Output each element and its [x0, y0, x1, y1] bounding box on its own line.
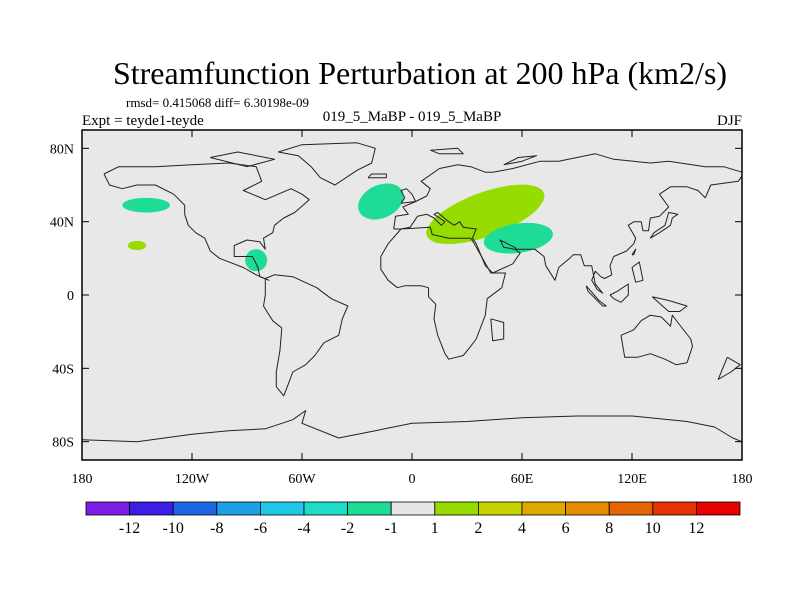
- coastline-12: [651, 296, 688, 312]
- season-label: DJF: [717, 113, 742, 129]
- coastline-3: [393, 153, 743, 294]
- coastline-0: [103, 162, 310, 281]
- colorbar-swatch: [477, 501, 523, 516]
- colorbar-swatch: [652, 501, 697, 516]
- colorbar: -12 -10 -8 -6 -4 -2 -1 1 2 4 6 8 10 12: [85, 501, 741, 537]
- colorbar-label: -8: [210, 520, 223, 537]
- x-tick-label: 180: [72, 472, 93, 487]
- colorbar-swatch: [303, 501, 348, 516]
- colorbar-swatch: [347, 501, 392, 516]
- anomaly-contour-2: [245, 249, 268, 272]
- coastline-9: [649, 212, 679, 239]
- colorbar-label: 4: [518, 520, 526, 537]
- coastline-14: [717, 356, 741, 380]
- chart-title: Streamfunction Perturbation at 200 hPa (…: [113, 55, 727, 91]
- coastline-4: [380, 226, 506, 360]
- coastline-17: [503, 155, 538, 166]
- anomaly-contour-1: [127, 240, 147, 251]
- coastline-16: [430, 147, 464, 155]
- colorbar-label: -6: [254, 520, 267, 537]
- colorbar-swatch: [390, 501, 436, 516]
- case-label: 019_5_MaBP - 019_5_MaBP: [323, 109, 502, 125]
- colorbar-label: -12: [119, 520, 140, 537]
- coastline-11: [609, 283, 629, 303]
- coastline-18: [631, 248, 637, 256]
- coastline-8: [367, 173, 387, 179]
- colorbar-label: 12: [688, 520, 704, 537]
- colorbar-swatch: [565, 501, 610, 516]
- anomaly-contour-5: [483, 222, 553, 254]
- coastline-10: [585, 285, 607, 307]
- colorbar-swatch: [696, 501, 741, 516]
- coastline-5: [620, 314, 693, 366]
- x-tick-label: 180: [732, 472, 753, 487]
- coastline-6: [81, 410, 743, 443]
- colorbar-swatch: [434, 501, 479, 516]
- colorbar-swatch: [259, 501, 305, 516]
- y-tick-label: 0: [67, 289, 74, 304]
- y-tick-label: 40N: [50, 216, 74, 231]
- colorbar-label: -10: [163, 520, 184, 537]
- colorbar-swatch: [521, 501, 566, 516]
- y-tick-label: 40S: [52, 362, 74, 377]
- colorbar-label: 1: [431, 520, 439, 537]
- colorbar-label: 2: [474, 520, 482, 537]
- x-tick-label: 120E: [617, 472, 647, 487]
- coastline-1: [263, 274, 349, 397]
- colorbar-swatch: [85, 501, 130, 516]
- colorbar-label: -2: [341, 520, 354, 537]
- x-tick-label: 60E: [511, 472, 534, 487]
- coastline-13: [490, 318, 505, 342]
- y-tick-label: 80N: [50, 142, 74, 157]
- x-tick-label: 0: [409, 472, 416, 487]
- coastline-7: [400, 188, 417, 204]
- ocean-background: [82, 130, 742, 460]
- colorbar-label: 6: [562, 520, 570, 537]
- x-tick-label: 120W: [175, 472, 210, 487]
- y-tick-label: 80S: [52, 436, 74, 451]
- expt-label: Expt = teyde1-teyde: [82, 113, 204, 129]
- colorbar-label: -4: [297, 520, 310, 537]
- colorbar-swatch: [216, 501, 261, 516]
- anomaly-contour-0: [122, 197, 170, 213]
- anomaly-contour-4: [426, 184, 545, 245]
- colorbar-label: 10: [645, 520, 661, 537]
- map-plot: 180 120W 60W 0 60E 120E 180 80N 40N 0 40S 80S: [50, 129, 753, 487]
- coastline-2: [278, 142, 376, 186]
- x-tick-label: 60W: [288, 472, 316, 487]
- anomaly-contour-3: [358, 183, 404, 220]
- colorbar-label: -1: [385, 520, 398, 537]
- colorbar-swatch: [129, 501, 174, 516]
- stats-line: rmsd= 0.415068 diff= 6.30198e-09: [126, 95, 309, 110]
- colorbar-label: 8: [605, 520, 613, 537]
- coastline-15: [210, 151, 275, 168]
- coastline-19: [631, 261, 644, 283]
- colorbar-swatch: [172, 501, 218, 516]
- colorbar-swatch: [608, 501, 654, 516]
